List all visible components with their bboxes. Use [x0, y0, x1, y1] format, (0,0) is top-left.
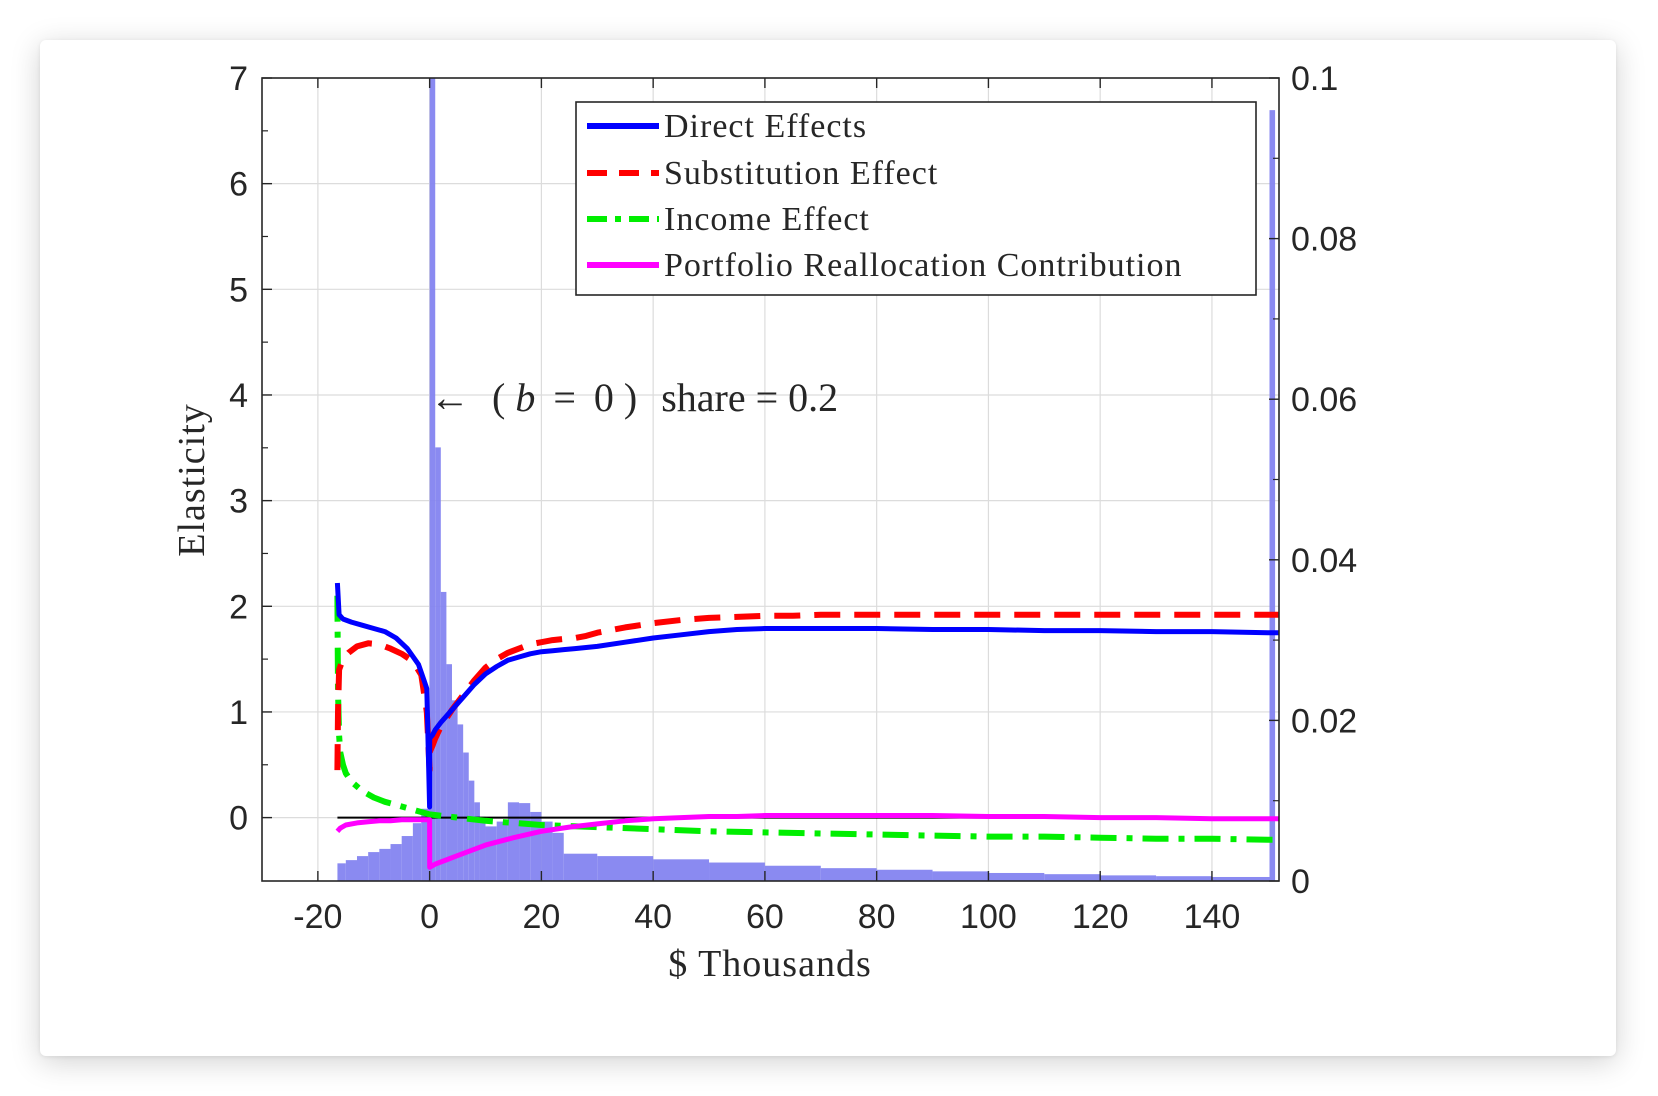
- series-line-portfolio-reallocation-contribution: [335, 813, 1279, 870]
- histogram-bar: [337, 863, 346, 881]
- y-tick-label: 0: [229, 800, 248, 838]
- x-tick-label: 60: [746, 898, 784, 936]
- histogram-bar: [709, 862, 765, 881]
- histogram-bar: [451, 700, 458, 881]
- y-tick-label: 5: [229, 271, 248, 309]
- legend-label-portfolio-reallocation: Portfolio Reallocation Contribution: [664, 247, 1183, 284]
- histogram-bar: [474, 802, 480, 881]
- x-tick-label: 120: [1072, 898, 1129, 936]
- y2-tick-label: 0.02: [1291, 702, 1357, 740]
- legend-label-income-effect: Income Effect: [664, 201, 870, 238]
- histogram-bar: [597, 856, 654, 881]
- histogram-bar: [390, 844, 402, 881]
- series-lines: [334, 582, 1279, 870]
- y2-tick-label: 0: [1291, 863, 1310, 901]
- histogram-bar: [1269, 110, 1276, 882]
- histogram-bar: [507, 802, 520, 881]
- y-tick-label: 6: [229, 166, 248, 204]
- x-axis-label: $ Thousands: [668, 943, 871, 985]
- legend: Direct Effects Substitution Effect Incom…: [575, 101, 1257, 296]
- y2-tick-label: 0.04: [1291, 542, 1357, 580]
- histogram-bar: [552, 832, 564, 881]
- histogram-bar: [1044, 874, 1101, 881]
- annotation-open-paren: (: [492, 375, 505, 420]
- annotation-variable: b: [515, 375, 535, 420]
- histogram-bar: [457, 724, 464, 881]
- histogram-bar: [1156, 876, 1212, 881]
- share-annotation: ← ( b = 0 ) share = 0.2: [430, 375, 838, 420]
- y-tick-label: 1: [229, 694, 248, 732]
- histogram-bar: [653, 859, 710, 881]
- x-axis-ticks: -20 0 20 40 60 80 100 120 140: [293, 78, 1240, 936]
- histogram-bar: [435, 447, 441, 881]
- histogram-bar: [519, 803, 531, 881]
- histogram: [337, 78, 1276, 882]
- x-tick-label: 20: [522, 898, 560, 936]
- y-tick-label: 4: [229, 377, 248, 415]
- histogram-bar: [446, 664, 452, 881]
- histogram-bar: [356, 856, 369, 881]
- histogram-bar: [764, 865, 821, 881]
- histogram-bar: [468, 780, 475, 881]
- annotation-share-text: share = 0.2: [661, 375, 838, 420]
- histogram-bar: [1211, 876, 1270, 881]
- y-tick-label: 3: [229, 483, 248, 521]
- y-tick-label: 2: [229, 588, 248, 626]
- y2-axis-ticks: 0 0.02 0.04 0.06 0.08 0.1: [1269, 60, 1357, 901]
- x-tick-label: 0: [420, 898, 439, 936]
- histogram-bar: [412, 823, 422, 881]
- histogram-bar: [530, 811, 542, 881]
- y2-tick-label: 0.08: [1291, 221, 1357, 259]
- legend-label-direct-effects: Direct Effects: [664, 108, 867, 145]
- annotation-zero: 0: [594, 375, 614, 420]
- histogram-bar: [421, 808, 430, 881]
- series-line-direct-effects: [334, 582, 1279, 810]
- histogram-bar: [541, 821, 553, 881]
- histogram-bar: [479, 816, 486, 881]
- histogram-bar: [379, 848, 391, 881]
- histogram-bar: [345, 860, 357, 881]
- x-tick-label: 140: [1184, 898, 1241, 936]
- histogram-bar: [368, 852, 380, 881]
- y-axis-ticks: 0 1 2 3 4 5 6 7: [229, 60, 272, 838]
- legend-box: [575, 101, 1257, 296]
- histogram-bar: [563, 853, 598, 881]
- histogram-bar: [440, 591, 447, 881]
- histogram-bar: [485, 826, 497, 881]
- histogram-bar: [401, 836, 413, 881]
- histogram-bar: [496, 821, 508, 881]
- annotation-close-paren: ): [624, 375, 637, 420]
- histogram-bar: [1100, 875, 1157, 881]
- histogram-bar: [932, 871, 989, 881]
- legend-label-substitution-effect: Substitution Effect: [664, 155, 938, 192]
- chart: -20 0 20 40 60 80 100 120 140 0 1 2 3 4 5 6 7 0 0.02 0.04…: [171, 60, 1357, 985]
- histogram-bar: [988, 872, 1045, 881]
- figure-card: -20 0 20 40 60 80 100 120 140 0 1 2 3 4 5 6 7 0 0.02 0.04…: [40, 40, 1616, 1056]
- histogram-bar: [429, 78, 436, 881]
- y2-tick-label: 0.1: [1291, 60, 1338, 98]
- annotation-arrow: ←: [430, 375, 470, 420]
- histogram-bar: [820, 868, 877, 881]
- series-line-substitution-effect: [334, 611, 1279, 774]
- histogram-bar: [876, 869, 933, 881]
- y2-tick-label: 0.06: [1291, 381, 1357, 419]
- x-tick-label: 100: [960, 898, 1017, 936]
- y-tick-label: 7: [229, 60, 248, 98]
- annotation-equals: =: [553, 375, 576, 420]
- series-line-income-effect: [334, 595, 1279, 843]
- y-axis-label: Elasticity: [171, 403, 213, 557]
- x-tick-label: -20: [293, 898, 342, 936]
- x-tick-label: 80: [858, 898, 896, 936]
- x-tick-label: 40: [634, 898, 672, 936]
